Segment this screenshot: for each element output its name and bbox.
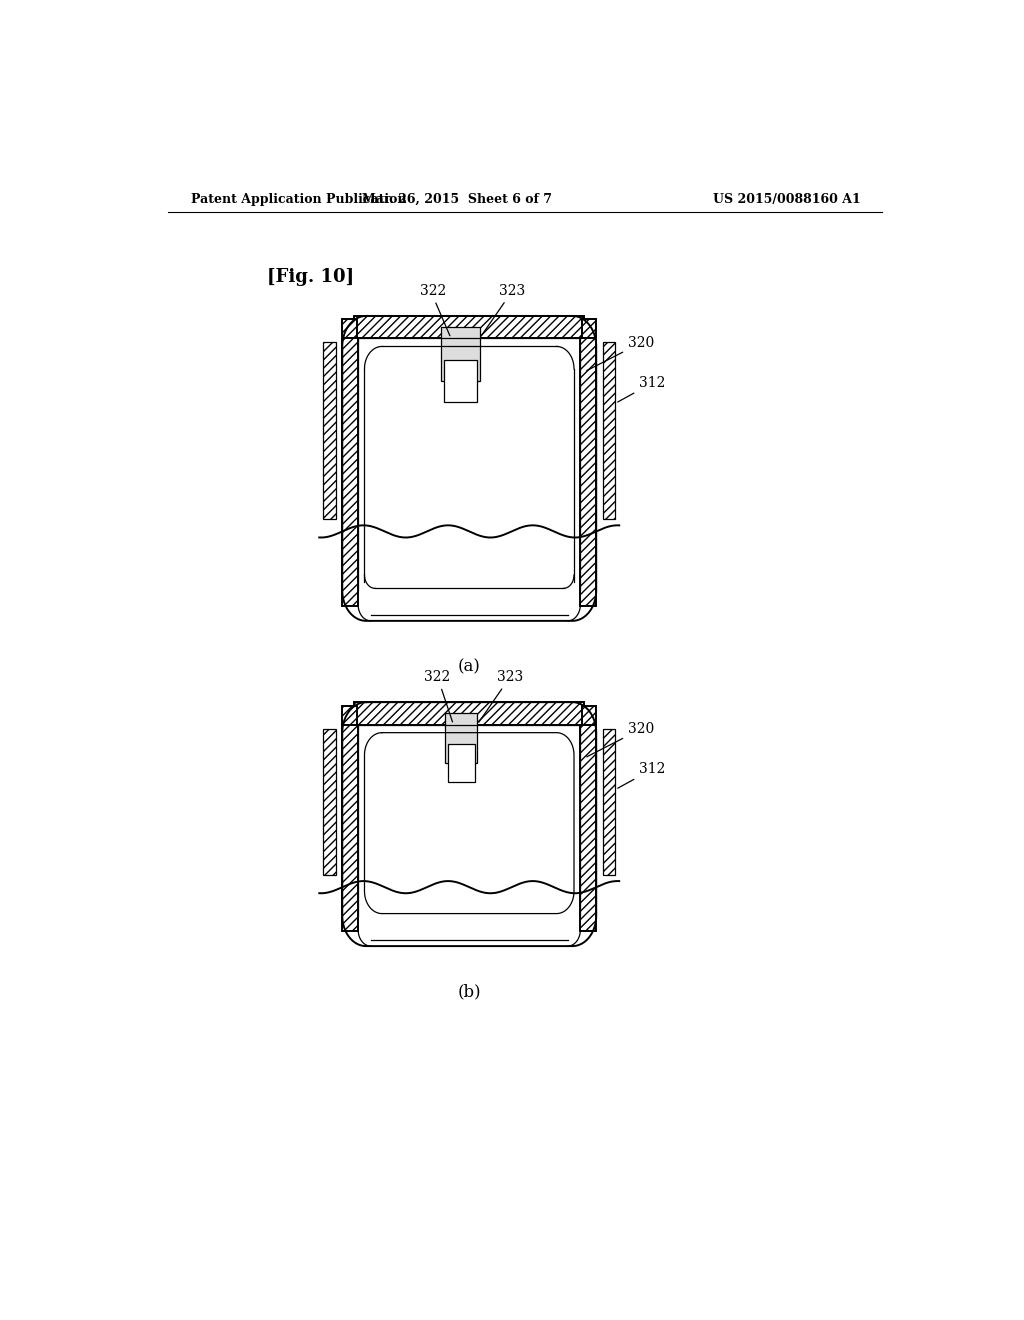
Bar xyxy=(445,713,477,763)
Bar xyxy=(441,327,479,381)
Text: 320: 320 xyxy=(587,722,654,756)
Text: Patent Application Publication: Patent Application Publication xyxy=(191,193,407,206)
Bar xyxy=(342,319,356,338)
Bar xyxy=(324,342,336,519)
Bar xyxy=(342,338,358,606)
Bar xyxy=(582,319,596,338)
Bar xyxy=(602,342,615,519)
Text: 323: 323 xyxy=(479,669,523,722)
Text: 322: 322 xyxy=(424,669,453,722)
Text: (a): (a) xyxy=(458,659,480,675)
Bar xyxy=(443,359,477,403)
Text: 322: 322 xyxy=(421,284,450,335)
Bar xyxy=(354,315,585,338)
Text: Mar. 26, 2015  Sheet 6 of 7: Mar. 26, 2015 Sheet 6 of 7 xyxy=(362,193,552,206)
Text: 312: 312 xyxy=(617,376,666,403)
Bar xyxy=(324,729,336,875)
Bar xyxy=(342,705,356,725)
Text: 323: 323 xyxy=(481,284,525,337)
Text: 312: 312 xyxy=(617,762,666,788)
Text: (b): (b) xyxy=(458,983,481,1001)
Text: [Fig. 10]: [Fig. 10] xyxy=(267,268,354,286)
Text: US 2015/0088160 A1: US 2015/0088160 A1 xyxy=(713,193,860,206)
Bar xyxy=(581,725,596,931)
Bar xyxy=(582,705,596,725)
Bar xyxy=(581,338,596,606)
Bar xyxy=(354,702,585,725)
Bar xyxy=(447,744,475,783)
Text: 320: 320 xyxy=(587,335,654,371)
Bar xyxy=(602,729,615,875)
Bar xyxy=(342,725,358,931)
